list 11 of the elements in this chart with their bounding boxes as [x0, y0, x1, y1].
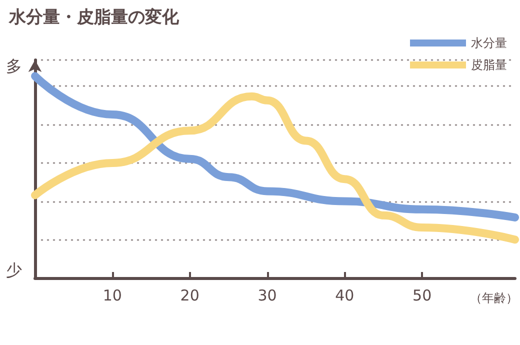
text: 多 [6, 56, 22, 76]
x-tick-label: 30 [258, 286, 277, 304]
x-tick-label: 50 [412, 286, 432, 304]
text: 少 [6, 260, 22, 280]
chart-title: 水分量・皮脂量の変化 [8, 8, 180, 28]
legend-label: 皮脂量 [471, 58, 507, 72]
x-tick-label: 40 [335, 286, 354, 304]
x-axis-title: （年齢） [470, 291, 518, 305]
x-tick-label: 10 [102, 286, 122, 304]
x-tick-label: 20 [180, 286, 200, 304]
legend-label: 水分量 [471, 36, 507, 50]
